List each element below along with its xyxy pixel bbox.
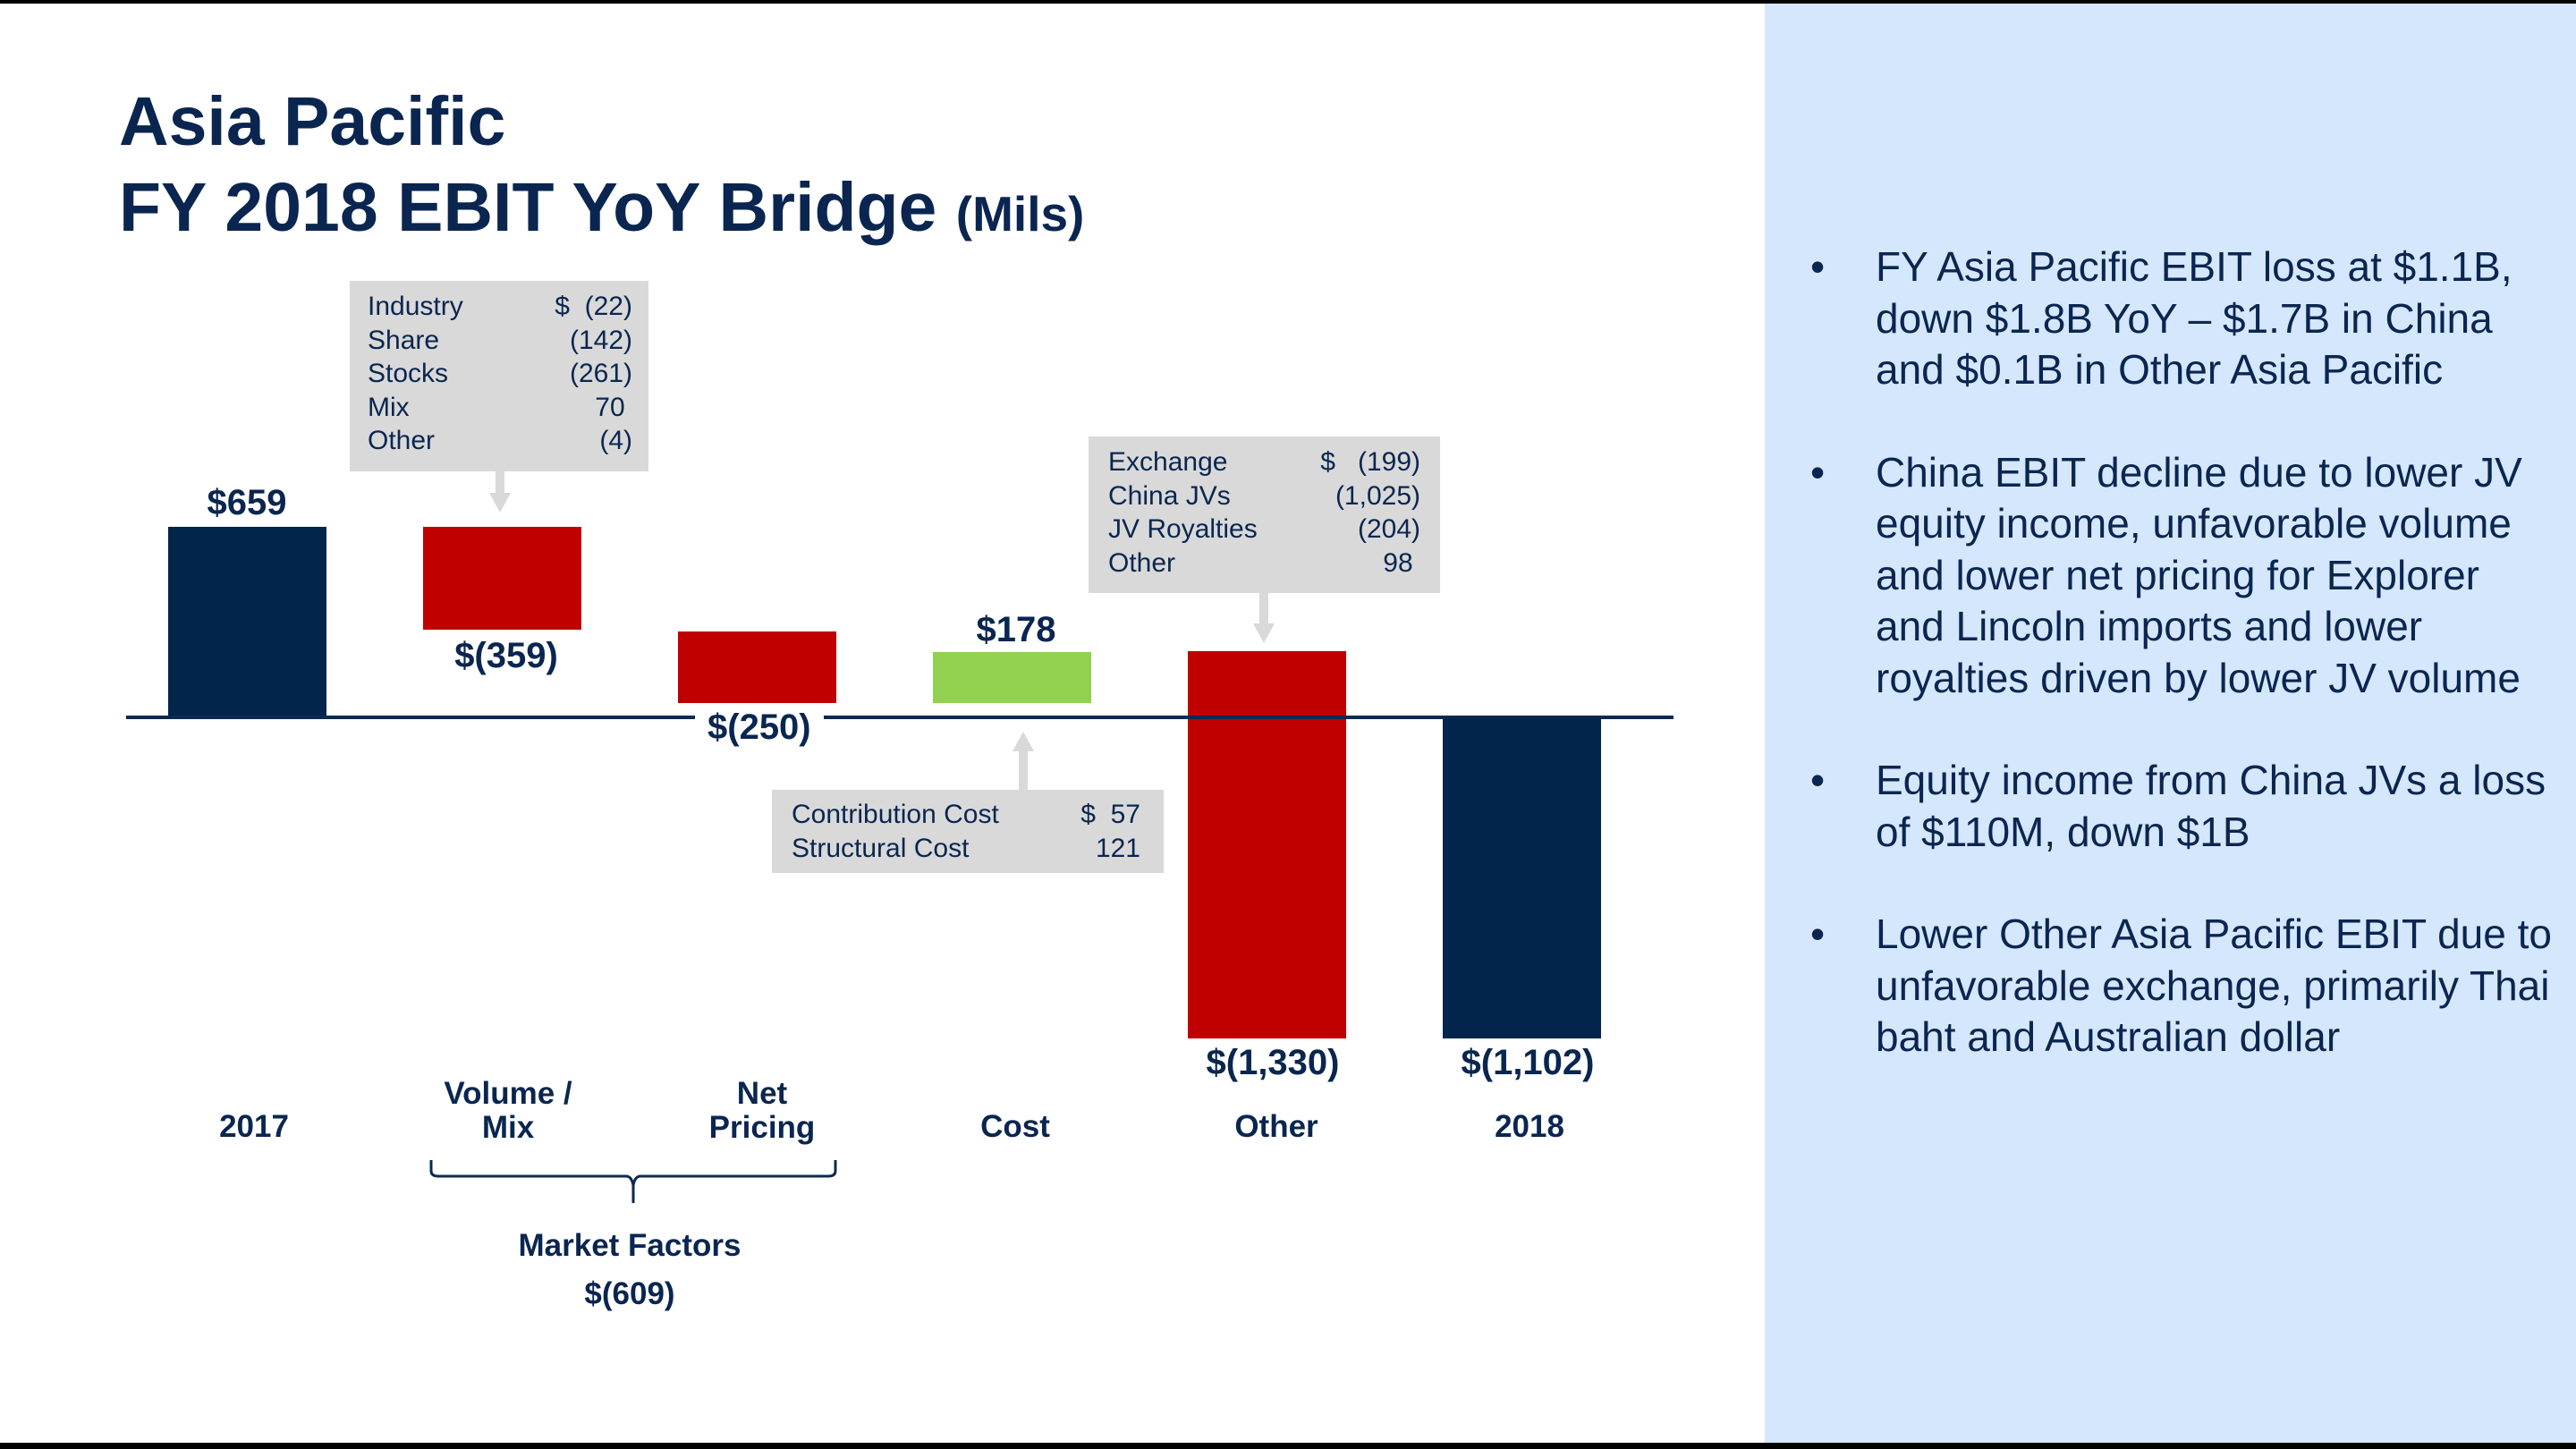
callout-row: Exchange $ (199) (1108, 445, 1420, 479)
callout-row: Structural Cost 121 (792, 832, 1140, 866)
callout-value: (142) (569, 325, 632, 355)
title-region: Asia Pacific (119, 83, 506, 160)
category-label-cost: Cost (899, 1110, 1131, 1144)
callout-value: (1,025) (1335, 480, 1420, 511)
arrow-up-icon (1013, 732, 1034, 751)
value-label-2018: $(1,102) (1461, 1043, 1595, 1082)
callout-cost: Contribution Cost $ 57 Structural Cost 121 (772, 790, 1164, 873)
callout-label: Share (368, 325, 440, 355)
callout-volume-mix: Industry $ (22) Share (142) Stocks (261) Mi… (350, 281, 648, 471)
callout-label: Exchange (1108, 447, 1228, 477)
callout-label: Other (368, 426, 436, 455)
category-text: Other (1234, 1109, 1318, 1144)
value-label-other: $(1,330) (1206, 1043, 1340, 1082)
callout-row: Other 98 (1108, 547, 1420, 580)
title-main: FY 2018 EBIT YoY Bridge (119, 169, 937, 246)
callout-value: $ (199) (1320, 447, 1420, 477)
market-factors-label: Market Factors (518, 1228, 741, 1263)
value-label-volume-mix: $(359) (454, 636, 558, 675)
callout-label: China JVs (1108, 480, 1231, 511)
category-label-volume-mix: Volume / Mix (392, 1077, 624, 1145)
callout-row: JV Royalties (204) (1108, 513, 1420, 547)
callout-value: (261) (569, 359, 632, 388)
callout-other-table: Exchange $ (199) China JVs (1,025) JV Roya… (1108, 445, 1420, 580)
bar-volume-mix (423, 527, 581, 630)
callout-cost-table: Contribution Cost $ 57 Structural Cost 121 (792, 798, 1140, 865)
value-label-2017: $659 (207, 483, 287, 522)
category-text: Volume / (444, 1076, 572, 1111)
callout-connector (1019, 751, 1028, 790)
slide-title: Asia Pacific FY 2018 EBIT YoY Bridge (Mi… (119, 79, 1084, 257)
category-label-2018: 2018 (1413, 1110, 1646, 1144)
bullet-icon: • (1810, 911, 1826, 957)
callout-value: (204) (1357, 514, 1420, 544)
callout-other: Exchange $ (199) China JVs (1,025) JV Roya… (1089, 436, 1440, 593)
market-factors-brace (429, 1160, 837, 1203)
bar-other (1188, 651, 1346, 1038)
callout-value: 70 (595, 392, 632, 422)
callout-value: $ (22) (555, 292, 632, 321)
callout-connector (496, 471, 504, 493)
callout-value: $ 57 (1080, 800, 1140, 829)
callout-label: Contribution Cost (792, 800, 999, 829)
value-label-cost: $178 (976, 610, 1056, 649)
callout-row: Industry $ (22) (368, 290, 632, 324)
waterfall-chart: Industry $ (22) Share (142) Stocks (261) Mi… (126, 281, 1674, 1311)
category-text: 2017 (219, 1109, 289, 1144)
callout-value: 98 (1383, 547, 1420, 578)
category-text: Mix (481, 1110, 535, 1145)
category-text: 2018 (1495, 1109, 1564, 1144)
bullet-item: • Equity income from China JVs a loss of … (1810, 755, 2553, 858)
title-unit: (Mils) (955, 186, 1085, 242)
arrow-down-icon (489, 493, 511, 513)
commentary-panel (1765, 4, 2576, 1443)
callout-row: Mix 70 (368, 391, 632, 425)
bar-net-pricing (678, 631, 836, 703)
category-text: Cost (980, 1109, 1050, 1144)
bar-2017 (168, 527, 326, 718)
category-label-2017: 2017 (138, 1110, 370, 1144)
bullet-text: Equity income from China JVs a loss of $… (1876, 757, 2546, 855)
callout-label: Structural Cost (792, 833, 970, 863)
top-border (0, 0, 2576, 4)
callout-connector (1259, 593, 1268, 623)
bullet-item: • China EBIT decline due to lower JV equi… (1810, 447, 2553, 705)
callout-label: Other (1108, 547, 1176, 578)
bar-cost (933, 652, 1091, 703)
callout-value: 121 (1095, 833, 1140, 863)
bullet-item: • FY Asia Pacific EBIT loss at $1.1B, dow… (1810, 242, 2553, 396)
callout-label: Industry (368, 292, 463, 321)
callout-row: Contribution Cost $ 57 (792, 798, 1140, 832)
callout-label: Stocks (368, 359, 449, 388)
arrow-down-icon (1253, 623, 1275, 643)
callout-row: Stocks (261) (368, 357, 632, 391)
bar-2018 (1443, 718, 1601, 1038)
callout-label: Mix (368, 392, 410, 422)
title-subject: FY 2018 EBIT YoY Bridge (Mils) (119, 165, 1084, 257)
bullet-text: Lower Other Asia Pacific EBIT due to unf… (1876, 911, 2552, 1060)
category-text: Pricing (708, 1110, 816, 1145)
callout-label: JV Royalties (1108, 514, 1258, 544)
market-factors-value: $(609) (584, 1276, 675, 1311)
callout-value: (4) (599, 426, 632, 455)
callout-row: Other (4) (368, 424, 632, 458)
bottom-border (0, 1443, 2576, 1449)
bullet-text: China EBIT decline due to lower JV equit… (1876, 448, 2522, 701)
bullet-text: FY Asia Pacific EBIT loss at $1.1B, down… (1876, 243, 2512, 393)
bullet-item: • Lower Other Asia Pacific EBIT due to un… (1810, 909, 2553, 1063)
category-label-net-pricing: Net Pricing (646, 1077, 878, 1145)
value-label-net-pricing: $(250) (695, 707, 824, 748)
bullet-icon: • (1810, 243, 1826, 290)
category-text: Net (736, 1076, 788, 1111)
commentary-bullets: • FY Asia Pacific EBIT loss at $1.1B, dow… (1810, 242, 2553, 1114)
bullet-icon: • (1810, 448, 1826, 496)
category-label-other: Other (1160, 1110, 1393, 1144)
callout-volume-mix-table: Industry $ (22) Share (142) Stocks (261) Mi… (368, 290, 632, 458)
callout-row: China JVs (1,025) (1108, 479, 1420, 513)
callout-row: Share (142) (368, 324, 632, 358)
zero-baseline (126, 716, 1674, 719)
bullet-icon: • (1810, 757, 1826, 803)
